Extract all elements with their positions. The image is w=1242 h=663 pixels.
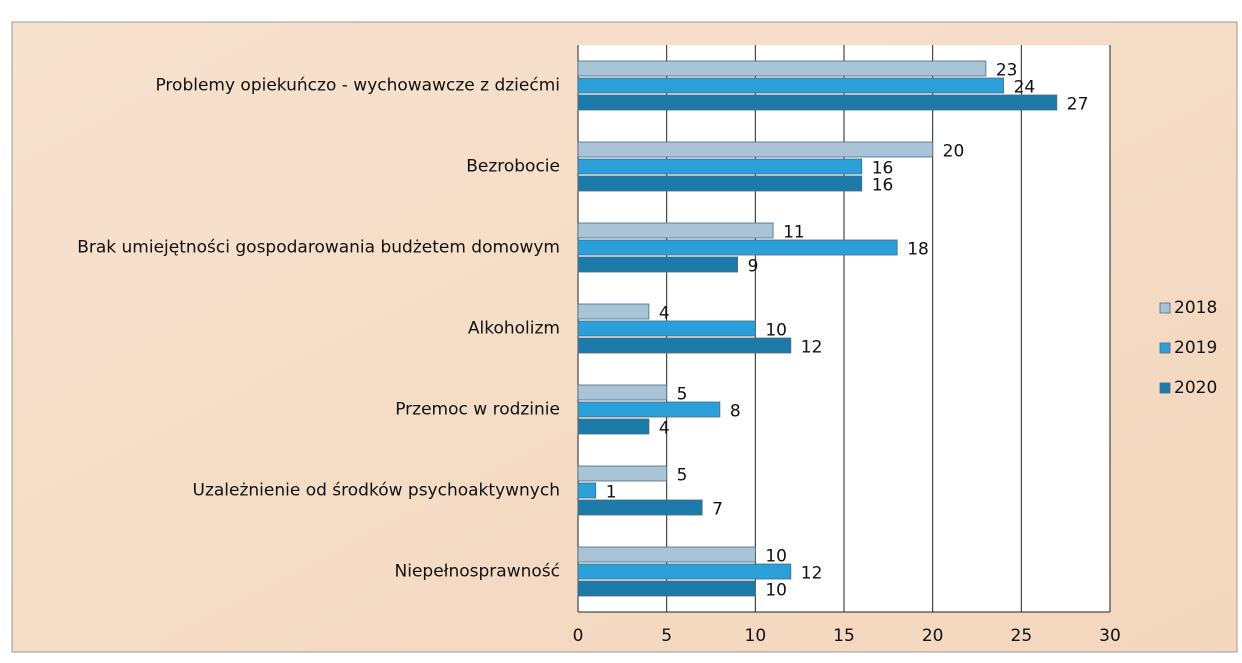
bar	[577, 320, 756, 337]
legend-label: 2020	[1174, 378, 1217, 398]
value-label: 4	[659, 419, 670, 439]
value-label: 8	[730, 402, 741, 422]
value-label: 27	[1067, 95, 1089, 115]
bar	[577, 303, 650, 320]
bar	[577, 384, 668, 401]
value-label: 16	[872, 159, 894, 179]
bar	[577, 222, 774, 239]
bar	[577, 175, 863, 192]
legend-label: 2019	[1174, 338, 1217, 358]
value-label: 10	[765, 581, 787, 601]
y-tick-label: Problemy opiekuńczo - wychowawcze z dzie…	[155, 76, 560, 96]
value-label: 7	[712, 500, 723, 520]
bar	[577, 158, 863, 175]
bar	[577, 401, 721, 418]
value-label: 9	[748, 257, 759, 277]
bar	[577, 499, 703, 516]
bar	[577, 563, 792, 580]
y-tick-label: Uzależnienie od środków psychoaktywnych	[193, 481, 561, 501]
x-tick-label: 10	[745, 626, 767, 646]
x-tick-label: 0	[573, 626, 584, 646]
value-label: 4	[659, 304, 670, 324]
value-label: 5	[677, 466, 688, 486]
y-tick-label: Przemoc w rodzinie	[395, 400, 560, 420]
bar	[577, 482, 597, 499]
bar	[577, 580, 756, 597]
value-label: 18	[907, 240, 929, 260]
x-tick-label: 25	[1011, 626, 1033, 646]
y-tick-label: Alkoholizm	[468, 319, 560, 339]
x-tick-label: 15	[833, 626, 855, 646]
x-tick-label: 20	[922, 626, 944, 646]
legend-label: 2018	[1174, 298, 1217, 318]
value-label: 10	[765, 321, 787, 341]
bar	[577, 141, 934, 158]
y-tick-label: Niepełnosprawność	[395, 562, 561, 582]
value-label: 16	[872, 176, 894, 196]
x-tick-label: 30	[1099, 626, 1121, 646]
value-label: 12	[801, 338, 823, 358]
value-label: 20	[943, 142, 965, 162]
value-label: 12	[801, 564, 823, 584]
bar	[577, 465, 668, 482]
legend-swatch	[1159, 302, 1171, 314]
y-tick-label: Bezrobocie	[466, 157, 560, 177]
value-label: 24	[1014, 78, 1036, 98]
value-label: 5	[677, 385, 688, 405]
bar	[577, 256, 739, 273]
legend-swatch	[1159, 342, 1171, 354]
bar	[577, 239, 898, 256]
legend-swatch	[1159, 382, 1171, 394]
y-tick-label: Brak umiejętności gospodarowania budżete…	[77, 238, 560, 258]
x-tick-label: 5	[661, 626, 672, 646]
value-label: 1	[606, 483, 617, 503]
bar	[577, 77, 1005, 94]
bar	[577, 546, 756, 563]
bar	[577, 418, 650, 435]
bar	[577, 94, 1058, 111]
value-label: 23	[996, 61, 1018, 81]
value-label: 10	[765, 547, 787, 567]
bar	[577, 337, 792, 354]
value-label: 11	[783, 223, 805, 243]
bar	[577, 60, 987, 77]
